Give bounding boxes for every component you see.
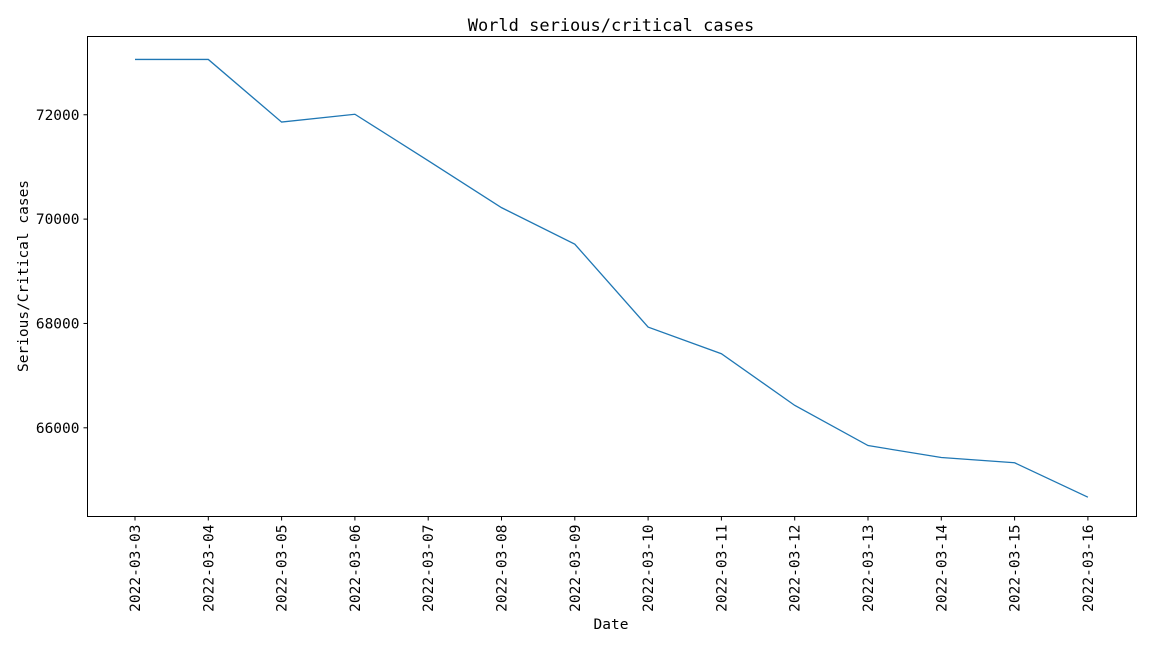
x-tick-label: 2022-03-10 [641,525,657,612]
y-tick-label: 72000 [36,108,80,124]
series-line-0 [135,58,1089,498]
x-tick-label: 2022-03-05 [275,525,291,612]
x-tick-label: 2022-03-04 [201,524,217,612]
x-tick-label: 2022-03-03 [128,525,144,612]
x-tick-label: 2022-03-09 [568,525,584,612]
series-layer [135,58,1089,498]
y-tick-label: 70000 [36,212,80,228]
x-tick-label: 2022-03-16 [1081,525,1097,612]
x-tick-label: 2022-03-13 [861,525,877,612]
y-tick-label: 66000 [36,421,80,437]
x-tick-label: 2022-03-15 [1008,525,1024,612]
x-tick-label: 2022-03-07 [421,525,437,612]
x-tick-label: 2022-03-06 [348,525,364,612]
x-tick-label: 2022-03-08 [495,525,511,612]
x-tick-label: 2022-03-12 [788,525,804,612]
x-tick-label: 2022-03-11 [714,525,730,612]
chart-title: World serious/critical cases [468,16,755,36]
x-axis-ticks: 2022-03-03 2022-03-04 2022-03-05 2022-03-06… [128,516,1097,612]
y-axis-label: Serious/Critical cases [16,180,32,372]
x-axis-label: Date [594,617,629,633]
x-tick-label: 2022-03-14 [934,524,950,612]
y-tick-label: 68000 [36,316,80,332]
y-axis-ticks: 66000 68000 70000 72000 [36,108,88,437]
plot-frame [87,36,1137,517]
